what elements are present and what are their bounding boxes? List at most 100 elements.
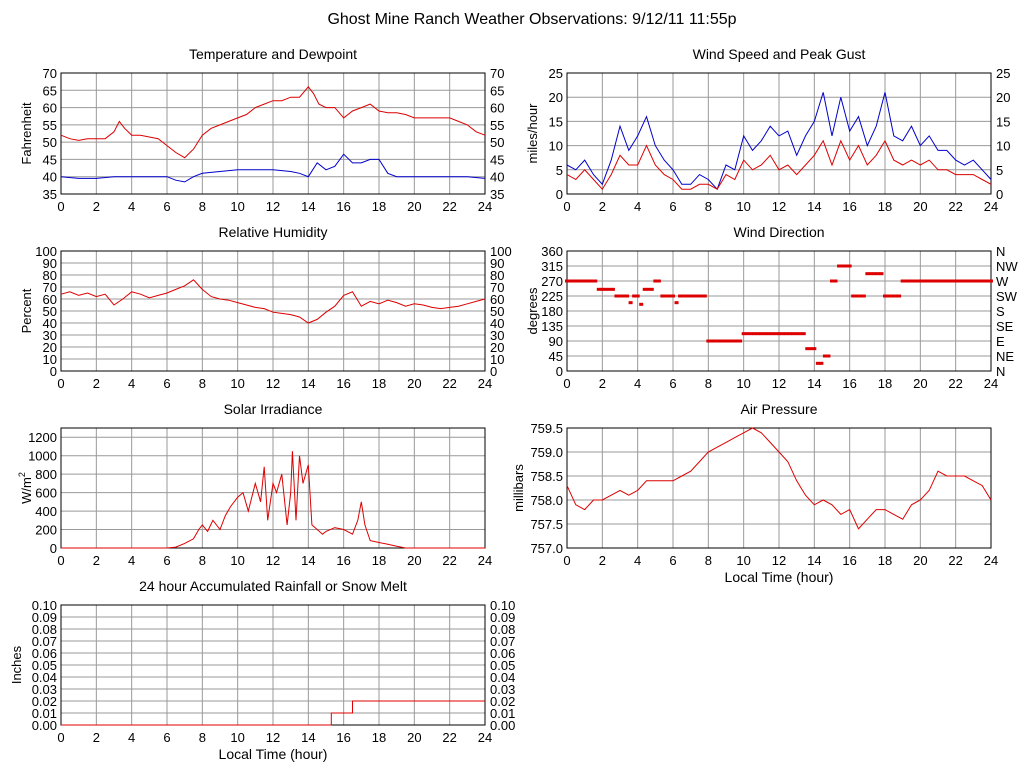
y-tick-label-right: 100 (490, 244, 512, 259)
data-point (695, 294, 700, 298)
y-tick-label-right: 60 (490, 292, 504, 307)
data-point (660, 294, 665, 298)
data-point (907, 279, 912, 283)
y-tick-label: 1000 (28, 449, 57, 464)
x-tick-label: 18 (878, 199, 892, 214)
data-point (822, 354, 827, 358)
data-point (738, 339, 743, 343)
data-point (794, 332, 799, 336)
data-point (893, 294, 898, 298)
y-tick-label: 60 (43, 101, 57, 116)
y-axis-label-text: Fahrenheit (19, 102, 34, 165)
x-tick-label: 2 (599, 199, 606, 214)
compass-label: S (996, 304, 1005, 319)
data-point (656, 279, 661, 283)
y-tick-label: 50 (43, 135, 57, 150)
y-tick-label: 100 (35, 244, 57, 259)
data-point (618, 294, 622, 298)
data-point (833, 279, 838, 283)
x-tick-label: 4 (128, 199, 135, 214)
y-tick-label: 270 (541, 274, 563, 289)
x-tick-label: 2 (93, 376, 100, 391)
y-tick-label: 360 (541, 244, 563, 259)
x-tick-label: 16 (336, 199, 350, 214)
y-tick-label-right: 70 (490, 66, 504, 81)
x-tick-label: 2 (93, 553, 100, 568)
data-point (596, 287, 601, 291)
data-point (911, 279, 916, 283)
y-tick-label-right: 0.06 (490, 646, 515, 661)
y-axis-label: degrees (525, 287, 540, 334)
data-point (978, 279, 983, 283)
data-point (787, 332, 792, 336)
x-tick-label: 0 (57, 376, 64, 391)
data-point (646, 287, 651, 291)
data-point (579, 279, 584, 283)
x-tick-label: 12 (266, 553, 280, 568)
data-point (950, 279, 955, 283)
data-point (815, 361, 820, 365)
x-tick-label: 4 (128, 376, 135, 391)
data-point (890, 294, 895, 298)
data-point (755, 332, 760, 336)
x-tick-label: 18 (878, 376, 892, 391)
x-tick-label: 0 (563, 376, 570, 391)
y-axis-label: W/m2 (17, 472, 34, 504)
x-tick-label: 8 (199, 553, 206, 568)
data-point (692, 294, 697, 298)
plot-frame (60, 72, 486, 195)
data-point (960, 279, 965, 283)
x-axis-label: Local Time (hour) (219, 746, 328, 762)
data-point (798, 332, 803, 336)
y-tick-label: 0 (556, 187, 563, 202)
y-tick-label: 70 (43, 66, 57, 81)
y-tick-label: 1200 (28, 430, 57, 445)
x-tick-label: 22 (442, 376, 456, 391)
x-tick-label: 8 (199, 199, 206, 214)
x-tick-label: 16 (336, 730, 350, 745)
series-line-red (60, 279, 486, 324)
x-tick-label: 10 (230, 730, 244, 745)
y-tick-label: 0.02 (32, 694, 57, 709)
y-axis-label-text: millibars (511, 464, 526, 512)
chart-title: Relative Humidity (219, 224, 328, 240)
y-tick-label-right: 55 (490, 118, 504, 133)
data-point (762, 332, 767, 336)
y-tick-label: 45 (549, 349, 563, 364)
y-tick-label: 200 (35, 523, 57, 538)
y-tick-label: 225 (541, 289, 563, 304)
data-point (706, 339, 711, 343)
x-tick-label: 20 (913, 376, 927, 391)
compass-label: N (996, 244, 1005, 259)
plot-frame (60, 250, 486, 372)
plot-frame (566, 72, 992, 195)
y-tick-label: 25 (549, 66, 563, 81)
compass-label: W (996, 274, 1009, 289)
data-point (953, 279, 958, 283)
data-point (586, 279, 591, 283)
x-tick-label: 14 (301, 199, 315, 214)
y-tick-label: 0.03 (32, 682, 57, 697)
x-tick-label: 12 (772, 376, 786, 391)
data-point (575, 279, 580, 283)
series-line-red (60, 86, 486, 159)
y-tick-label-right: 0.10 (490, 598, 515, 613)
y-tick-label-right: 0.08 (490, 622, 515, 637)
x-tick-label: 22 (442, 199, 456, 214)
series-line-red (566, 427, 992, 530)
data-point (936, 279, 940, 283)
x-tick-label: 4 (634, 553, 641, 568)
data-point (702, 294, 707, 298)
data-point (865, 272, 870, 276)
data-point (699, 294, 704, 298)
x-tick-label: 0 (563, 553, 570, 568)
data-point (875, 272, 880, 276)
y-tick-label: 757.5 (530, 517, 563, 532)
y-tick-label-right: 40 (490, 170, 504, 185)
x-tick-label: 16 (842, 376, 856, 391)
y-tick-label-right: 20 (996, 90, 1010, 105)
data-point (974, 279, 979, 283)
x-tick-label: 0 (57, 199, 64, 214)
data-point (805, 347, 810, 351)
